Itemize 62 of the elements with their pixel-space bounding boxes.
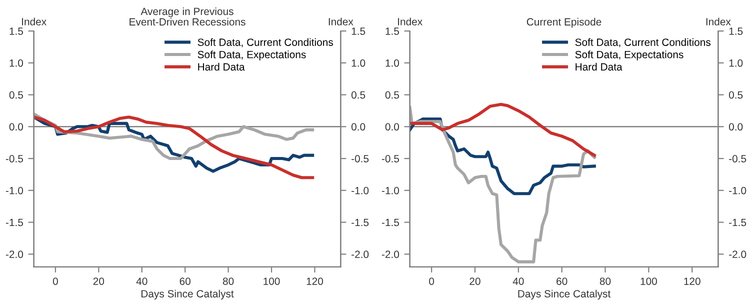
y-tick-label: -2.0: [382, 250, 400, 258]
y2-tick-label: -0.5: [352, 155, 369, 162]
y2-tick-label: -1.0: [729, 186, 746, 194]
y-tick-label: -0.5: [382, 155, 399, 162]
y-tick-label: -1.0: [6, 186, 24, 194]
y-tick-label: 1.0: [386, 59, 400, 67]
y-tick-label: 1.5: [386, 28, 399, 35]
x-tick-label: 100: [640, 278, 657, 285]
y2-tick-label: 1.5: [352, 28, 366, 35]
y-tick-label: 0.5: [9, 91, 23, 99]
legend-label: Soft Data, Current Conditions: [198, 38, 333, 48]
y2-tick-label: 1.5: [729, 28, 743, 35]
x-tick-label: 80: [600, 278, 611, 285]
x-tick-label: 120: [684, 278, 700, 285]
y2-tick-label: -0.5: [729, 155, 746, 162]
line-series: [410, 106, 596, 264]
x-tick-label: 60: [556, 278, 568, 285]
y2-tick-label: -2.0: [729, 250, 746, 258]
y2-tick-label: 1.0: [352, 59, 366, 67]
legend-label: Soft Data, Expectations: [198, 50, 306, 60]
x-tick-label: 20: [93, 278, 104, 285]
y2-tick-label: 0.5: [351, 91, 366, 99]
y-tick-label: -0.5: [6, 155, 23, 162]
line-series: [410, 102, 596, 157]
chart-title: Current Episode: [526, 18, 602, 28]
y2-tick-label: 0.0: [351, 123, 366, 131]
y-axis-title: Index: [398, 18, 422, 26]
x-tick-label: 120: [306, 278, 324, 285]
y-tick-label: 0.0: [9, 123, 24, 131]
y2-tick-label: -1.5: [729, 218, 746, 226]
y-tick-label: 1.0: [10, 59, 24, 67]
x-tick-label: 40: [512, 278, 524, 285]
y2-tick-label: 0.5: [728, 91, 743, 99]
y-tick-label: -2.0: [6, 250, 24, 258]
x-tick-label: 0: [429, 278, 434, 285]
y2-tick-label: 1.0: [729, 59, 743, 67]
y-tick-label: 0.0: [385, 123, 400, 131]
y2-axis-title: Index: [328, 18, 354, 26]
x-tick-label: 100: [264, 278, 280, 285]
y2-tick-label: -1.0: [352, 186, 369, 194]
y2-tick-label: 0.0: [728, 123, 743, 131]
x-axis-title: Days Since Catalyst: [518, 290, 611, 300]
x-tick-label: 20: [470, 278, 480, 285]
y2-tick-label: -2.0: [352, 250, 369, 258]
y-tick-label: -1.5: [382, 218, 399, 226]
x-tick-label: 80: [222, 278, 234, 285]
y-tick-label: -1.0: [382, 186, 400, 194]
y-tick-label: 1.5: [10, 28, 23, 35]
x-axis-title: Days Since Catalyst: [142, 290, 234, 300]
chart-title: Average in Previous Event-Driven Recessions: [130, 7, 246, 26]
x-tick-label: 60: [180, 278, 190, 285]
y-tick-label: -1.5: [6, 218, 23, 226]
legend-label: Soft Data, Current Conditions: [575, 38, 710, 48]
legend-label: Hard Data: [198, 62, 245, 71]
y2-tick-label: -1.5: [352, 218, 369, 226]
y-tick-label: 0.5: [385, 91, 399, 99]
legend-label: Soft Data, Expectations: [575, 50, 684, 60]
x-tick-label: 0: [52, 278, 58, 285]
legend-label: Hard Data: [576, 62, 622, 71]
y-axis-title: Index: [22, 18, 46, 26]
x-tick-label: 40: [136, 278, 148, 285]
y2-axis-title: Index: [706, 18, 731, 26]
